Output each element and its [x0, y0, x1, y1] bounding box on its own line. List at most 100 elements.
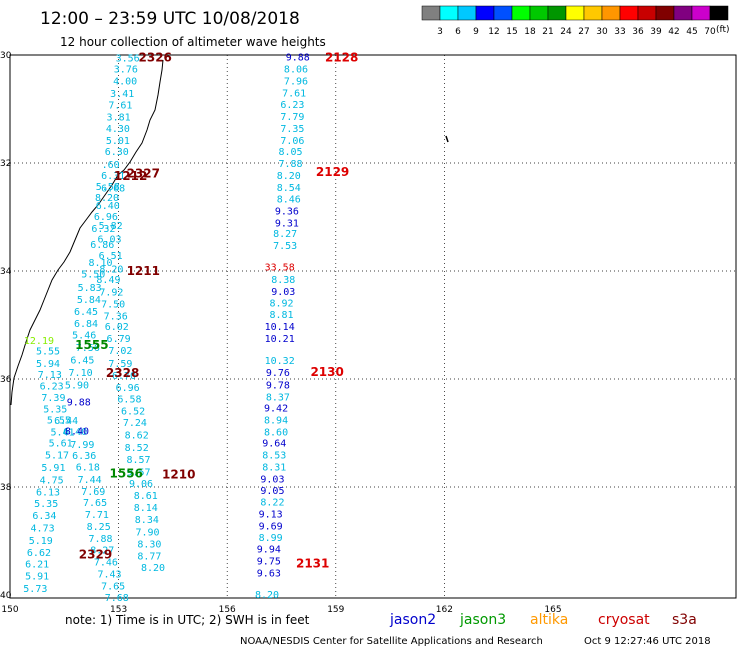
- swh-value: 7.79: [280, 112, 304, 123]
- lat-tick-label: 34: [0, 267, 12, 277]
- colorbar-unit: (ft): [716, 25, 730, 35]
- footer-credit: NOAA/NESDIS Center for Satellite Applica…: [240, 636, 543, 647]
- swh-value: 9.76: [266, 368, 290, 379]
- swh-value: 8.61: [134, 491, 158, 502]
- colorbar-label: 39: [650, 27, 662, 37]
- pass-time-label: 1210: [162, 468, 195, 482]
- lat-tick-label: 36: [0, 375, 12, 385]
- swh-value: 6.79: [107, 334, 131, 345]
- swh-value: 5.01: [106, 136, 130, 147]
- map-title: 12:00 – 23:59 UTC 10/08/2018: [40, 9, 300, 29]
- swh-value: 6.51: [99, 251, 123, 262]
- swh-value: 7.61: [108, 101, 132, 112]
- swh-value: 7.43: [98, 569, 122, 580]
- pass-time-label: 2327: [127, 167, 160, 181]
- colorbar-label: 30: [596, 27, 608, 37]
- swh-value: 7.71: [85, 510, 109, 521]
- swh-value: 8.94: [264, 416, 288, 427]
- pass-time-label: 1556: [110, 466, 143, 480]
- colorbar-label: 70: [704, 27, 716, 37]
- colorbar-label: 15: [506, 27, 517, 37]
- swh-value: 6.34: [32, 511, 56, 522]
- swh-value: 12.19: [24, 336, 54, 347]
- swh-value: 7.65: [83, 498, 107, 509]
- swh-value: 9.31: [275, 218, 299, 229]
- swh-value: 4.75: [40, 475, 64, 486]
- pass-time-label: 2131: [296, 557, 329, 571]
- swh-value: 8.27: [273, 229, 297, 240]
- colorbar-swatch: [601, 5, 621, 21]
- swh-value: 5.41: [50, 427, 74, 438]
- swh-value: 6.62: [27, 548, 51, 559]
- swh-value: 9.94: [257, 545, 281, 556]
- swh-value: 7.69: [81, 487, 105, 498]
- swh-value: 7.88: [279, 159, 303, 170]
- swh-value: 6.21: [25, 560, 49, 571]
- swh-value: 7.02: [108, 346, 132, 357]
- swh-value: 7.10: [69, 368, 93, 379]
- colorbar-label: 12: [488, 27, 499, 37]
- swh-value: 8.37: [266, 392, 290, 403]
- swh-value: 8.05: [279, 147, 303, 158]
- swh-value: 5.35: [34, 499, 58, 510]
- pass-time-label: 2328: [106, 366, 139, 380]
- swh-value: 9.05: [260, 486, 284, 497]
- swh-value: 10.32: [265, 356, 295, 367]
- swh-value: 4.30: [106, 124, 130, 135]
- swh-value: 8.20: [95, 193, 119, 204]
- colorbar-swatch: [673, 5, 693, 21]
- swh-value: 8.49: [96, 275, 120, 286]
- colorbar-swatch: [637, 5, 657, 21]
- swh-value: 3.41: [110, 89, 134, 100]
- swh-value: 7.35: [280, 124, 304, 135]
- legend-jason3: jason3: [459, 612, 506, 628]
- swh-value: 4.73: [31, 524, 55, 535]
- lat-tick-label: 40: [0, 591, 12, 601]
- swh-value: 7.39: [41, 393, 65, 404]
- colorbar-swatch: [655, 5, 675, 21]
- swh-value: 7.36: [104, 311, 128, 322]
- swh-value: 6.58: [117, 394, 141, 405]
- swh-value: 6.84: [74, 319, 98, 330]
- colorbar-swatch: [565, 5, 585, 21]
- swh-value: 5.17: [45, 451, 69, 462]
- swh-value: 7.46: [94, 558, 118, 569]
- swh-value: 8.20: [141, 563, 165, 574]
- colorbar-label: 18: [524, 27, 536, 37]
- lon-tick-label: 156: [219, 605, 236, 615]
- swh-value: 7.61: [282, 88, 306, 99]
- island-marker: [445, 135, 449, 143]
- colorbar-label: 27: [578, 27, 589, 37]
- lon-tick-label: 165: [544, 605, 561, 615]
- swh-value: 5.73: [23, 584, 47, 595]
- colorbar-label: 21: [542, 27, 553, 37]
- swh-value: 5.19: [29, 536, 53, 547]
- swh-value: .60: [102, 160, 120, 171]
- swh-value: 8.34: [135, 515, 159, 526]
- map-frame: [9, 54, 737, 599]
- swh-value: 5.55: [36, 346, 60, 357]
- swh-value: 8.46: [277, 195, 301, 206]
- pass-time-label: 2130: [310, 365, 343, 379]
- lat-tick-label: 38: [0, 483, 12, 493]
- swh-value: 6.70: [112, 371, 136, 382]
- swh-value: 9.64: [262, 439, 286, 450]
- swh-value: 7.24: [123, 418, 147, 429]
- swh-value: 9.03: [271, 287, 295, 298]
- swh-value: 8.20: [99, 264, 123, 275]
- swh-value: 7.59: [108, 359, 132, 370]
- swh-value: 8.20: [277, 171, 301, 182]
- swh-value: 9.88: [67, 398, 91, 409]
- swh-value: 5.94: [36, 359, 60, 370]
- swh-value: 5.55: [47, 416, 71, 427]
- swh-value: 8.60: [264, 427, 288, 438]
- swh-value: 10.14: [265, 322, 295, 333]
- swh-value: 8.38: [271, 275, 295, 286]
- swh-value: 5.35: [43, 405, 67, 416]
- swh-value: 8.31: [262, 462, 286, 473]
- swh-colorbar: 3 6 9 12 15 18 21 24 27 30 33 36 39 42 45 70: [421, 5, 729, 37]
- swh-value: 8.10: [88, 258, 112, 269]
- swh-value: 5.91: [41, 463, 65, 474]
